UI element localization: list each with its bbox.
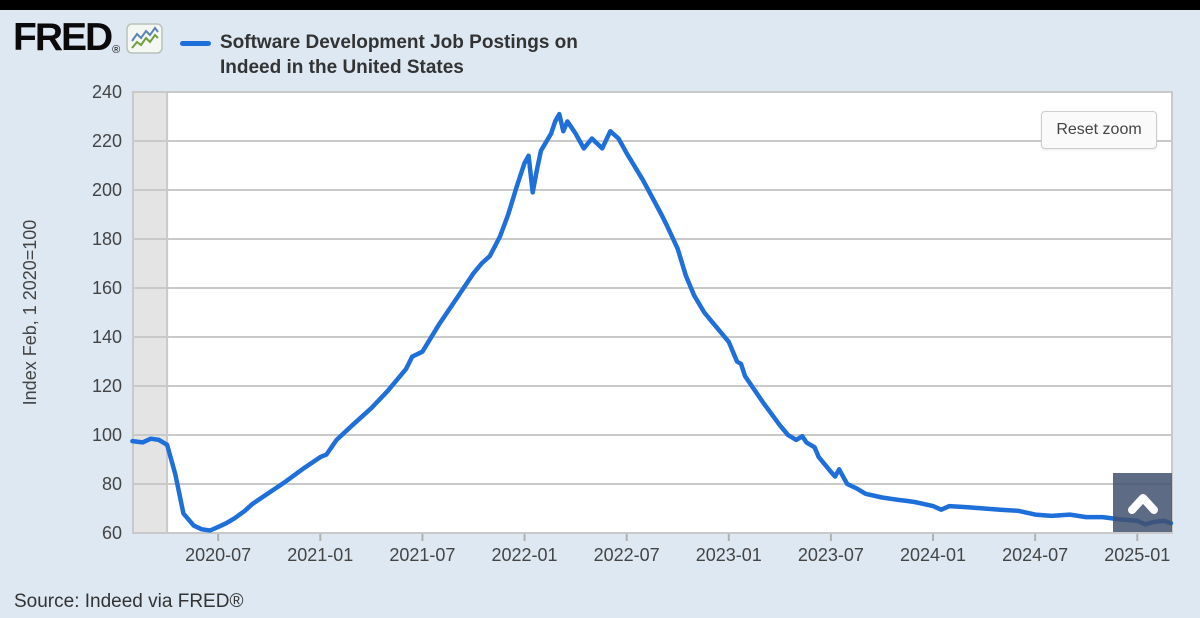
series-title: Software Development Job Postings on Ind…	[220, 30, 578, 80]
y-tick-label: 220	[92, 131, 122, 151]
y-tick-label: 180	[92, 229, 122, 249]
x-tick-label: 2021-07	[389, 545, 455, 565]
y-tick-label: 240	[92, 82, 122, 102]
plot-border	[132, 91, 1173, 534]
fred-logo[interactable]: FRED ®	[13, 16, 164, 59]
window-top-bar	[0, 0, 1200, 10]
legend-line-swatch	[180, 41, 211, 46]
y-tick-label: 80	[102, 474, 122, 494]
source-note: Source: Indeed via FRED®	[14, 591, 244, 612]
series-title-line1: Software Development Job Postings on	[220, 32, 578, 53]
y-tick-label: 200	[92, 180, 122, 200]
y-tick-label: 140	[92, 327, 122, 347]
x-tick-label: 2021-01	[287, 545, 353, 565]
x-tick-label: 2022-01	[492, 545, 558, 565]
x-tick-label: 2024-07	[1002, 545, 1068, 565]
y-axis-title: Index Feb, 1 2020=100	[20, 220, 40, 406]
x-tick-label: 2024-01	[900, 545, 966, 565]
y-tick-label: 160	[92, 278, 122, 298]
scroll-top-button[interactable]	[1113, 473, 1172, 532]
recession-shading	[133, 92, 168, 533]
x-tick-label: 2025-01	[1104, 545, 1170, 565]
fred-logo-registered-mark: ®	[112, 44, 121, 56]
series-title-line2: Indeed in the United States	[220, 57, 464, 78]
y-tick-label: 120	[92, 376, 122, 396]
y-tick-label: 60	[102, 523, 122, 543]
chevron-up-icon	[1127, 493, 1158, 514]
fred-sparkline-icon	[126, 23, 164, 54]
legend: Software Development Job Postings on Ind…	[180, 30, 578, 80]
series-line[interactable]	[130, 111, 1174, 533]
reset-zoom-button[interactable]: Reset zoom	[1041, 111, 1157, 149]
x-tick-label: 2023-07	[798, 545, 864, 565]
y-tick-label: 100	[92, 425, 122, 445]
x-tick-label: 2022-07	[594, 545, 660, 565]
plot-background	[133, 92, 1172, 533]
x-tick-label: 2023-01	[696, 545, 762, 565]
fred-logo-text: FRED	[13, 16, 113, 59]
x-tick-label: 2020-07	[185, 545, 251, 565]
